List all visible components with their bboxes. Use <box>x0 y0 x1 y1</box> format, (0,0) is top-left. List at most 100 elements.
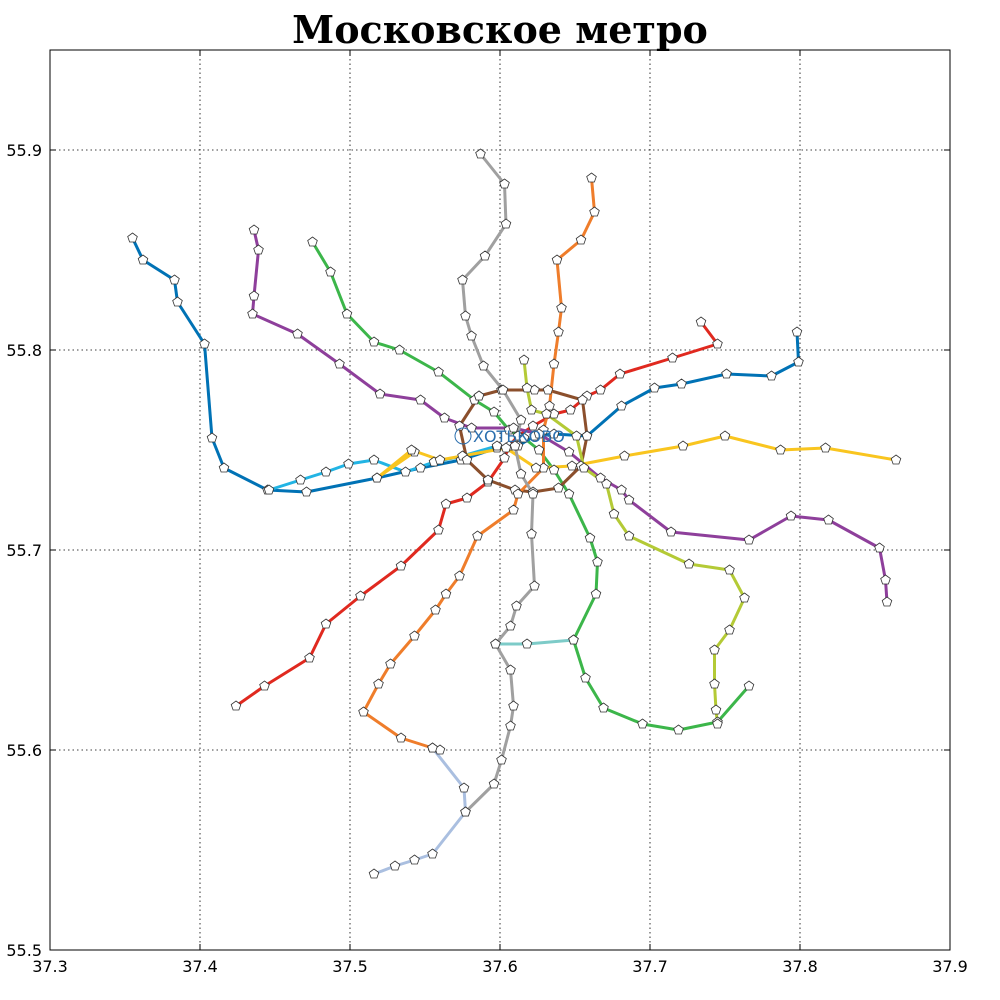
station-marker <box>598 702 609 713</box>
station-marker <box>385 658 396 669</box>
y-tick-label: 55.8 <box>6 341 42 360</box>
station-marker <box>775 444 786 455</box>
y-tick-label: 55.9 <box>6 141 42 160</box>
station-marker <box>371 472 383 483</box>
grid-lines <box>50 50 950 950</box>
station-marker <box>712 338 723 349</box>
station-marker <box>665 526 677 537</box>
station-marker <box>563 446 575 457</box>
station-marker <box>509 440 521 451</box>
station-marker <box>368 336 380 347</box>
station-marker <box>512 488 524 499</box>
station-marker <box>400 466 411 477</box>
station-marker <box>667 352 678 363</box>
station-marker <box>880 574 891 585</box>
x-tick-label: 37.8 <box>782 957 818 976</box>
station-marker <box>230 700 242 711</box>
station-marker <box>433 524 444 535</box>
station-marker <box>505 720 516 731</box>
station-marker <box>415 394 426 405</box>
station-marker <box>389 860 401 871</box>
station-marker <box>496 754 507 765</box>
station-marker <box>575 234 587 245</box>
station-marker <box>248 290 260 301</box>
station-marker <box>527 420 539 431</box>
station-marker <box>533 444 545 455</box>
station-marker <box>409 854 420 865</box>
station-marker <box>676 378 687 389</box>
station-marker <box>580 672 591 683</box>
station-marker <box>719 430 731 441</box>
station-marker <box>472 530 483 541</box>
station-marker <box>368 454 380 465</box>
station-marker <box>406 444 417 455</box>
station-marker <box>292 328 303 339</box>
station-marker <box>320 466 332 477</box>
station-marker <box>518 354 530 365</box>
station-marker <box>881 596 893 607</box>
station-marker <box>521 382 533 393</box>
station-marker <box>874 542 885 553</box>
station-marker <box>301 486 312 497</box>
x-tick-label: 37.7 <box>632 957 668 976</box>
station-marker <box>743 680 755 691</box>
station-marker <box>553 482 564 493</box>
annotation-circle <box>454 427 472 445</box>
station-marker <box>466 422 477 433</box>
station-marker <box>566 460 578 471</box>
station-marker <box>595 472 606 483</box>
station-marker <box>595 384 606 395</box>
station-marker <box>724 624 735 635</box>
station-marker <box>548 358 560 369</box>
y-tick-label: 55.6 <box>6 741 42 760</box>
x-tick-label: 37.4 <box>182 957 218 976</box>
station-marker <box>677 440 689 451</box>
station-marker <box>544 400 555 411</box>
station-marker <box>511 600 522 611</box>
station-marker <box>548 428 560 439</box>
y-tick-label: 55.7 <box>6 541 42 560</box>
station-marker <box>343 458 354 469</box>
station-marker <box>259 680 270 691</box>
metro-line-11 <box>372 746 467 876</box>
station-marker <box>793 356 804 367</box>
station-marker <box>508 504 519 515</box>
station-marker <box>373 678 384 689</box>
station-marker <box>592 556 603 567</box>
station-marker <box>415 462 426 473</box>
station-marker <box>488 406 500 417</box>
station-marker <box>614 368 626 379</box>
station-marker <box>542 384 554 395</box>
station-marker <box>394 344 405 355</box>
station-marker <box>457 274 468 285</box>
station-marker <box>458 782 470 793</box>
station-marker <box>497 384 509 395</box>
station-marker <box>649 382 660 393</box>
station-marker <box>791 326 803 337</box>
station-marker <box>551 254 563 265</box>
annotation-label: ХОТЬКОВО <box>473 427 565 446</box>
station-marker <box>526 528 537 539</box>
station-marker <box>172 296 183 307</box>
station-marker <box>334 358 345 369</box>
metro-line-12 <box>494 638 575 646</box>
station-marker <box>395 732 407 743</box>
station-marker <box>581 430 593 441</box>
station-marker <box>568 634 579 645</box>
station-marker <box>739 592 750 603</box>
station-marker <box>553 326 564 337</box>
station-marker <box>556 302 567 313</box>
station-marker <box>295 474 306 485</box>
station-marker <box>590 588 602 599</box>
station-marker <box>320 618 332 629</box>
station-marker <box>578 462 590 473</box>
station-marker <box>785 510 797 521</box>
station-marker <box>307 236 318 247</box>
station-marker <box>515 468 527 479</box>
station-marker <box>637 718 648 729</box>
station-marker <box>325 266 336 277</box>
station-markers <box>127 148 902 879</box>
station-marker <box>206 432 218 443</box>
station-marker <box>721 368 732 379</box>
